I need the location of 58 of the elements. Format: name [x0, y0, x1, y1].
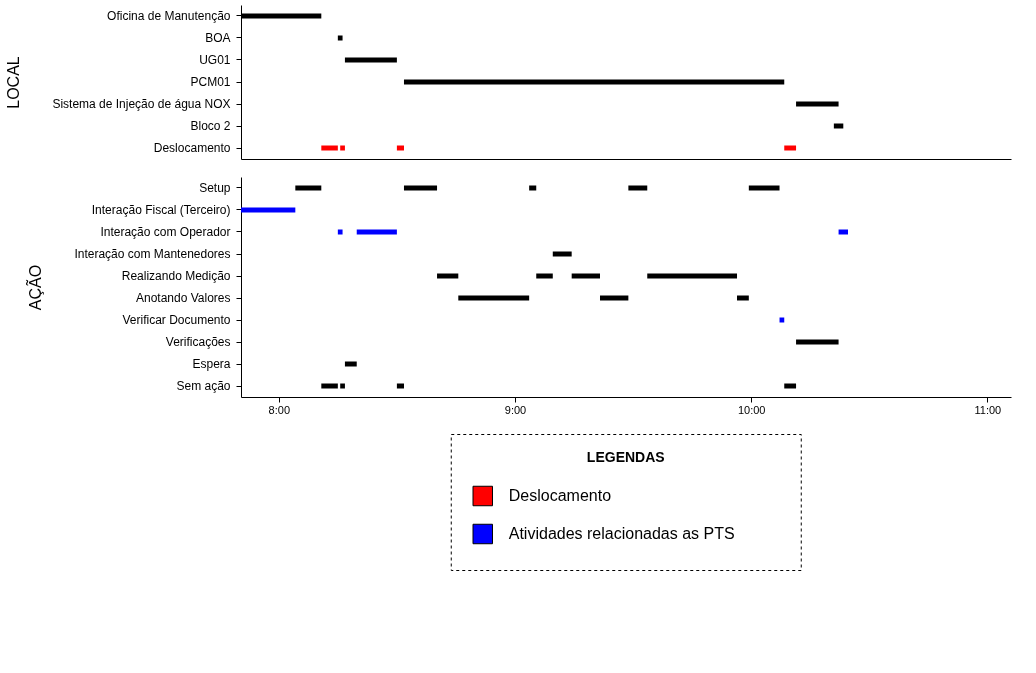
- bar: [552, 251, 572, 257]
- bar: [628, 185, 648, 191]
- y-tick-label: Espera: [192, 357, 231, 371]
- bar: [241, 207, 296, 213]
- y-tick-label: Anotando Valores: [135, 291, 231, 305]
- bar: [571, 273, 601, 279]
- bar: [321, 383, 338, 389]
- bar: [321, 145, 338, 151]
- y-tick-label: Realizando Medição: [121, 269, 231, 283]
- bar: [784, 383, 797, 389]
- y-tick-label: Sistema de Injeção de água NOX: [52, 97, 231, 111]
- bar: [396, 383, 404, 389]
- legend-title: LEGENDAS: [586, 449, 665, 465]
- bar: [737, 295, 749, 301]
- bar: [337, 229, 343, 235]
- y-tick-label: Bloco 2: [190, 119, 231, 133]
- y-tick-label: Verificações: [165, 335, 231, 349]
- bar: [838, 229, 849, 235]
- legend-label: Atividades relacionadas as PTS: [508, 525, 735, 542]
- y-tick-label: Sem ação: [176, 379, 231, 393]
- bar: [403, 79, 785, 85]
- x-tick-label: 11:00: [974, 403, 1002, 416]
- bar: [356, 229, 397, 235]
- y-tick-label: Verificar Documento: [122, 313, 231, 327]
- bar: [600, 295, 629, 301]
- bar: [344, 57, 397, 63]
- y-tick-label: Setup: [199, 181, 231, 195]
- bar: [796, 101, 839, 107]
- bar: [396, 145, 404, 151]
- y-tick-label: Interação Fiscal (Terceiro): [91, 203, 231, 217]
- x-tick-label: 9:00: [504, 403, 527, 416]
- bar: [340, 145, 345, 151]
- y-axis-title: AÇÃO: [25, 264, 45, 311]
- y-tick-label: UG01: [199, 53, 231, 67]
- y-axis-title: LOCAL: [5, 56, 23, 109]
- y-tick-label: Deslocamento: [153, 141, 231, 155]
- y-tick-label: Oficina de Manutenção: [107, 9, 231, 23]
- bar: [458, 295, 530, 301]
- bar: [295, 185, 322, 191]
- bar: [784, 145, 797, 151]
- bar: [796, 339, 839, 345]
- bar: [403, 185, 438, 191]
- bar: [337, 35, 343, 41]
- x-tick-label: 8:00: [268, 403, 290, 416]
- bar: [344, 361, 357, 367]
- bar: [833, 123, 844, 129]
- bar: [748, 185, 780, 191]
- y-tick-label: PCM01: [190, 75, 231, 89]
- y-tick-label: Interação com Operador: [100, 225, 231, 239]
- x-tick-label: 10:00: [737, 403, 766, 416]
- y-tick-label: BOA: [205, 31, 231, 45]
- bar: [529, 185, 537, 191]
- bar: [647, 273, 738, 279]
- bar: [340, 383, 345, 389]
- legend-label: Deslocamento: [508, 487, 612, 504]
- bar: [536, 273, 553, 279]
- bar: [437, 273, 459, 279]
- y-tick-label: Interação com Mantenedores: [74, 247, 231, 261]
